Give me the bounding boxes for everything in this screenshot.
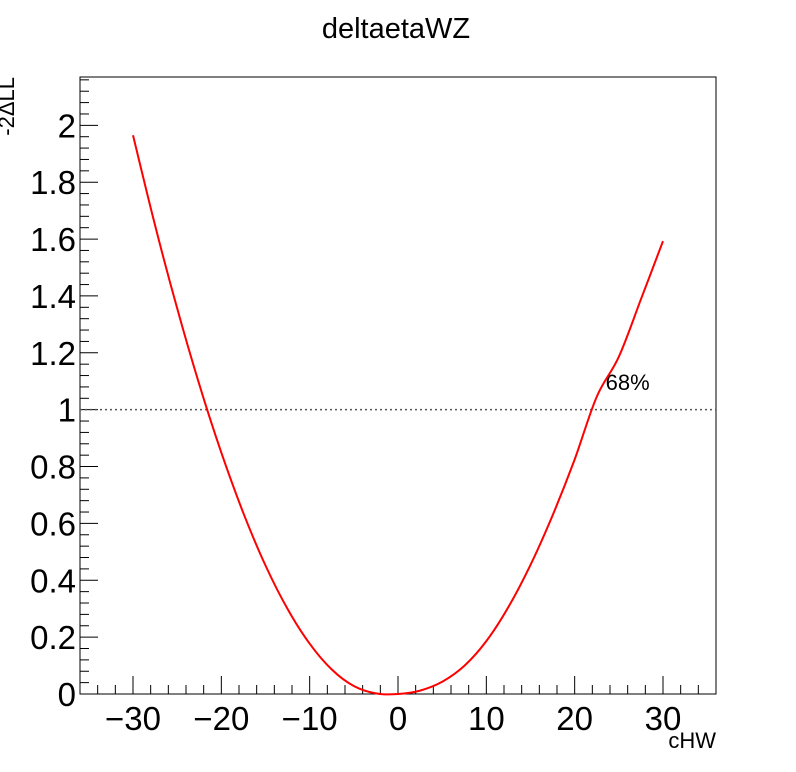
y-tick-label: 0.2 (30, 619, 76, 656)
y-tick-label: 0 (58, 676, 76, 713)
x-tick-label: −30 (105, 700, 161, 737)
x-axis-label: cHW (668, 728, 716, 753)
annotation-68-percent: 68% (606, 370, 650, 395)
x-tick-label: 10 (468, 700, 505, 737)
y-tick-label: 1 (58, 392, 76, 429)
x-tick-labels: −30 −20 −10 0 10 20 30 (105, 700, 681, 737)
y-tick-label: 0.8 (30, 449, 76, 486)
y-axis-ticks (80, 79, 98, 695)
series-line (132, 135, 664, 696)
x-tick-label: 20 (556, 700, 593, 737)
x-tick-label: −20 (193, 700, 249, 737)
x-tick-label: 30 (645, 700, 682, 737)
y-tick-labels: 0 0.2 0.4 0.6 0.8 1 1.2 1.4 1.6 1.8 2 (30, 107, 76, 713)
y-tick-label: 1.4 (30, 278, 76, 315)
x-tick-label: −10 (282, 700, 338, 737)
y-tick-label: 0.4 (30, 562, 76, 599)
x-axis-ticks (97, 676, 699, 694)
y-tick-label: 1.8 (30, 164, 76, 201)
y-axis-label: -2ΔLL (0, 77, 19, 136)
y-tick-label: 1.2 (30, 335, 76, 372)
y-tick-label: 2 (58, 107, 76, 144)
x-tick-label: 0 (389, 700, 407, 737)
y-tick-label: 0.6 (30, 505, 76, 542)
y-tick-label: 1.6 (30, 221, 76, 258)
chart-title: deltaetaWZ (322, 13, 470, 45)
